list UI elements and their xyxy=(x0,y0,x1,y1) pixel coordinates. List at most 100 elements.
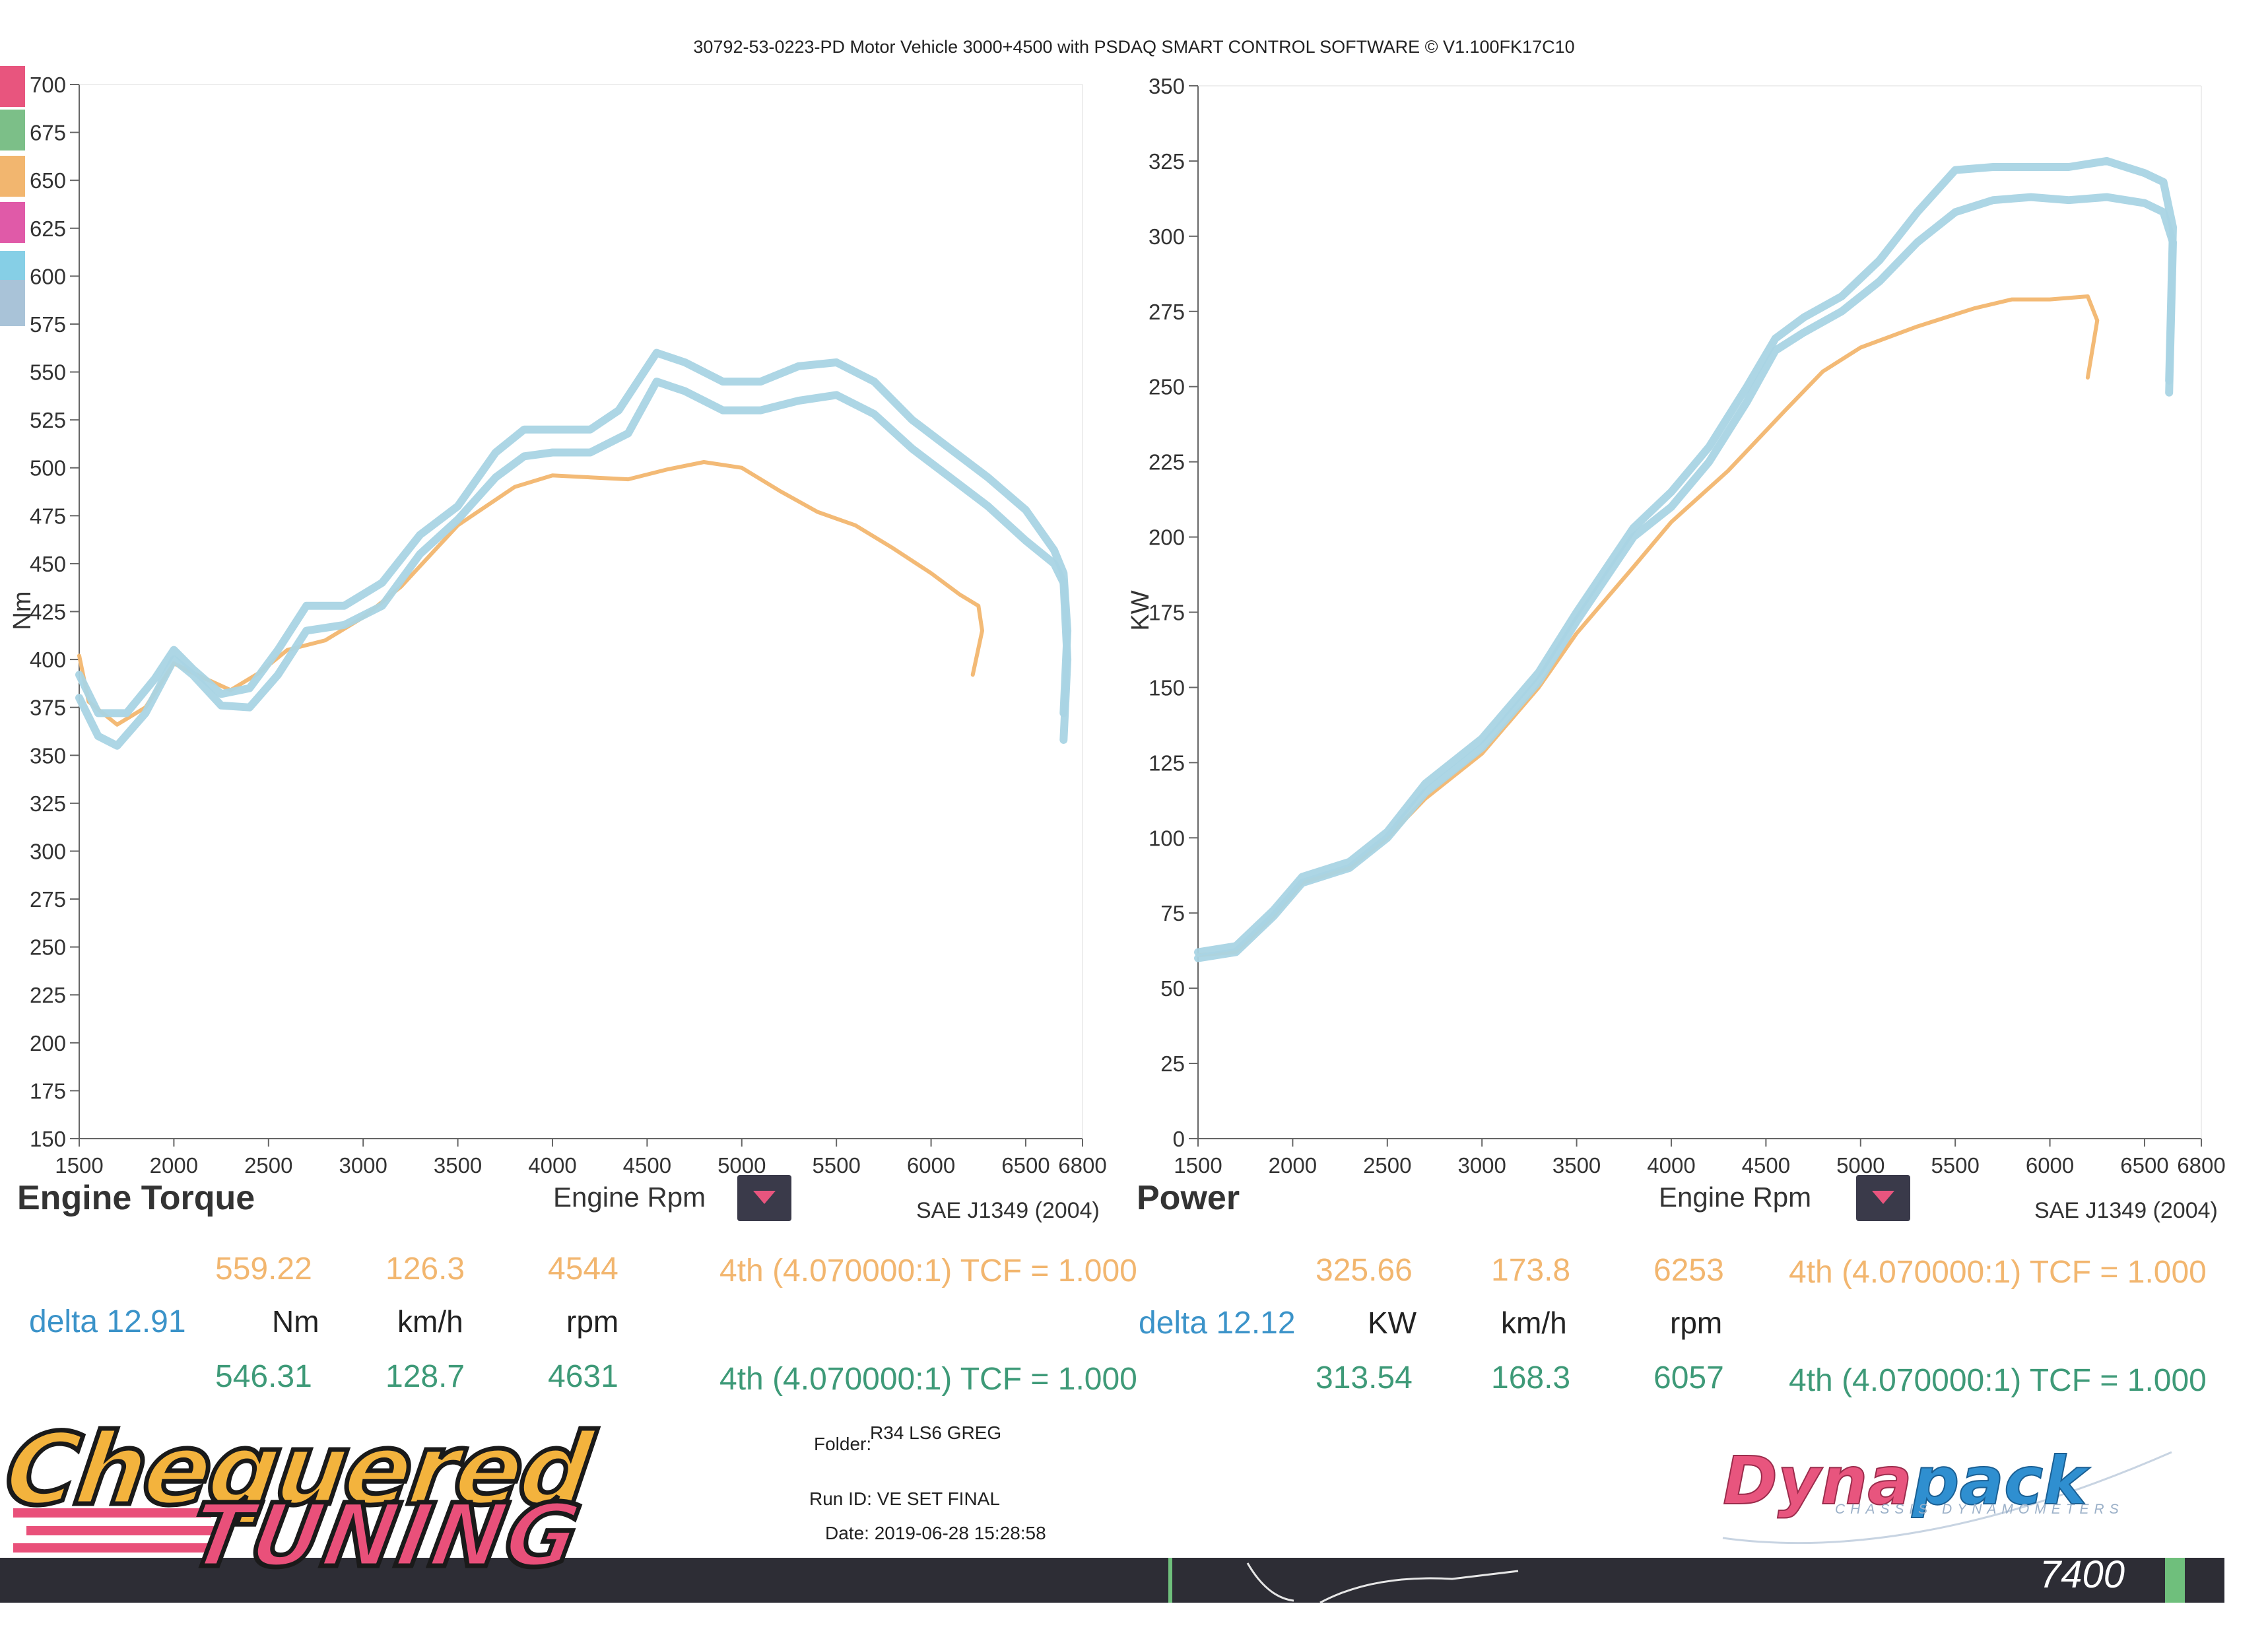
torque-y-tick-label: 225 xyxy=(30,983,66,1007)
torque-x-tick-label: 6500 xyxy=(1001,1153,1050,1178)
power-y-tick-label: 225 xyxy=(1149,450,1185,475)
torque-y-tick-label: 350 xyxy=(30,743,66,768)
torque-y-tick-label: 400 xyxy=(30,648,66,672)
power-x-tick-label: 5000 xyxy=(1836,1153,1884,1178)
torque-x-tick-label: 1500 xyxy=(55,1153,103,1178)
torque-y-tick-label: 425 xyxy=(30,600,66,624)
power-y-tick-label: 75 xyxy=(1160,901,1185,925)
logo-line-2: TUNING xyxy=(180,1483,591,1589)
power-rpm-dropdown-button[interactable] xyxy=(1856,1175,1910,1221)
torque-x-tick-label: 3000 xyxy=(339,1153,387,1178)
footer-strip-trace xyxy=(1246,1562,1519,1604)
chequered-tuning-logo: Chequered TUNING xyxy=(0,1411,772,1589)
footer-strip-marker xyxy=(1168,1558,1172,1603)
torque-run-a-gear: 4th (4.070000:1) TCF = 1.000 xyxy=(719,1253,1137,1288)
legend-swatch xyxy=(0,66,25,107)
power-run-b-gear: 4th (4.070000:1) TCF = 1.000 xyxy=(1789,1363,2207,1398)
power-x-tick-label: 4500 xyxy=(1742,1153,1790,1178)
torque-delta: delta 12.91 xyxy=(29,1304,186,1339)
power-y-axis-label: KW xyxy=(1127,590,1154,630)
power-y-tick-label: 100 xyxy=(1149,826,1185,850)
dynapack-subtitle: CHASSIS DYNAMOMETERS xyxy=(1835,1502,2124,1517)
torque-y-tick-label: 175 xyxy=(30,1079,66,1103)
torque-y-tick-label: 650 xyxy=(30,168,66,193)
torque-panel-title: Engine Torque xyxy=(17,1179,255,1217)
report-title: 30792-53-0223-PD Motor Vehicle 3000+4500… xyxy=(693,37,1575,57)
dynapack-swoosh xyxy=(1722,1451,2172,1545)
power-x-tick-label: 2500 xyxy=(1363,1153,1411,1178)
power-run-b-speed: 168.3 xyxy=(1491,1360,1571,1395)
torque-y-tick-label: 275 xyxy=(30,887,66,912)
power-run-a-gear: 4th (4.070000:1) TCF = 1.000 xyxy=(1789,1255,2207,1290)
torque-series-2-line xyxy=(75,378,1072,750)
torque-run-a-rpm: 4544 xyxy=(548,1252,618,1286)
footer-strip xyxy=(0,1558,2224,1603)
power-run-b-rpm: 6057 xyxy=(1653,1360,1724,1395)
power-y-tick-label: 250 xyxy=(1149,375,1185,399)
torque-run-b-gear: 4th (4.070000:1) TCF = 1.000 xyxy=(719,1362,1137,1397)
torque-y-tick-label: 525 xyxy=(30,408,66,432)
legend-swatch xyxy=(0,280,25,326)
torque-x-axis-label: Engine Rpm xyxy=(553,1182,706,1213)
power-series-2-line xyxy=(1194,193,2177,962)
power-run-a-rpm: 6253 xyxy=(1653,1253,1724,1288)
torque-x-tick-label: 6000 xyxy=(907,1153,955,1178)
power-y-tick-label: 175 xyxy=(1149,601,1185,625)
power-unit-speed: km/h xyxy=(1501,1306,1567,1340)
torque-y-tick-label: 550 xyxy=(30,360,66,385)
torque-run-b-value: 546.31 xyxy=(215,1359,312,1394)
torque-series-3-line xyxy=(75,349,1072,718)
torque-y-tick-label: 575 xyxy=(30,312,66,337)
power-x-tick-label: 1500 xyxy=(1174,1153,1222,1178)
run-id: Run ID: VE SET FINAL xyxy=(809,1488,1000,1509)
power-x-tick-label: 2000 xyxy=(1269,1153,1317,1178)
torque-x-tick-label: 6800 xyxy=(1058,1153,1106,1178)
footer-strip-marker xyxy=(2165,1558,2185,1603)
run-date: Date: 2019-06-28 15:28:58 xyxy=(825,1523,1046,1543)
torque-y-axis-label: Nm xyxy=(9,591,36,630)
torque-y-tick-label: 300 xyxy=(30,839,66,863)
folder-label: Folder: xyxy=(814,1434,872,1454)
power-x-tick-label: 3000 xyxy=(1457,1153,1506,1178)
logo-stripe xyxy=(13,1543,211,1553)
power-standard-label: SAE J1349 (2004) xyxy=(2034,1198,2218,1223)
torque-x-tick-label: 5000 xyxy=(717,1153,766,1178)
dynapack-logo: Dynapack xyxy=(1722,1442,2088,1520)
power-x-tick-label: 4000 xyxy=(1647,1153,1695,1178)
power-run-a-value: 325.66 xyxy=(1316,1253,1413,1288)
power-y-tick-label: 125 xyxy=(1149,751,1185,775)
torque-y-tick-label: 700 xyxy=(30,73,66,97)
torque-y-tick-label: 475 xyxy=(30,504,66,528)
torque-x-tick-label: 4000 xyxy=(528,1153,576,1178)
torque-run-a-speed: 126.3 xyxy=(385,1252,465,1286)
power-unit-rpm: rpm xyxy=(1670,1306,1723,1340)
torque-x-tick-label: 4500 xyxy=(623,1153,671,1178)
strip-number: 7400 xyxy=(2040,1553,2125,1596)
power-y-tick-label: 25 xyxy=(1160,1052,1185,1076)
torque-x-tick-label: 5500 xyxy=(812,1153,860,1178)
torque-y-tick-label: 625 xyxy=(30,217,66,241)
torque-y-tick-label: 325 xyxy=(30,791,66,816)
torque-y-tick-label: 200 xyxy=(30,1031,66,1055)
power-x-tick-label: 6500 xyxy=(2120,1153,2168,1178)
torque-standard-label: SAE J1349 (2004) xyxy=(916,1198,1100,1223)
legend-swatch xyxy=(0,202,25,243)
torque-run-b-rpm: 4631 xyxy=(548,1359,618,1394)
torque-rpm-dropdown-button[interactable] xyxy=(737,1175,791,1221)
power-delta: delta 12.12 xyxy=(1139,1306,1296,1341)
torque-unit-rpm: rpm xyxy=(566,1304,619,1339)
torque-x-tick-label: 3500 xyxy=(434,1153,482,1178)
torque-x-tick-label: 2000 xyxy=(150,1153,198,1178)
power-y-tick-label: 325 xyxy=(1149,149,1185,174)
torque-run-a-value: 559.22 xyxy=(215,1252,312,1286)
torque-unit-speed: km/h xyxy=(397,1304,463,1339)
logo-stripe xyxy=(13,1508,211,1518)
power-y-tick-label: 275 xyxy=(1149,300,1185,324)
dynapack-logo-b: pack xyxy=(1912,1442,2088,1520)
legend-swatch xyxy=(0,156,25,197)
power-x-tick-label: 5500 xyxy=(1931,1153,1979,1178)
power-unit-value: KW xyxy=(1368,1306,1417,1340)
torque-x-tick-label: 2500 xyxy=(244,1153,292,1178)
torque-y-tick-label: 675 xyxy=(30,121,66,145)
